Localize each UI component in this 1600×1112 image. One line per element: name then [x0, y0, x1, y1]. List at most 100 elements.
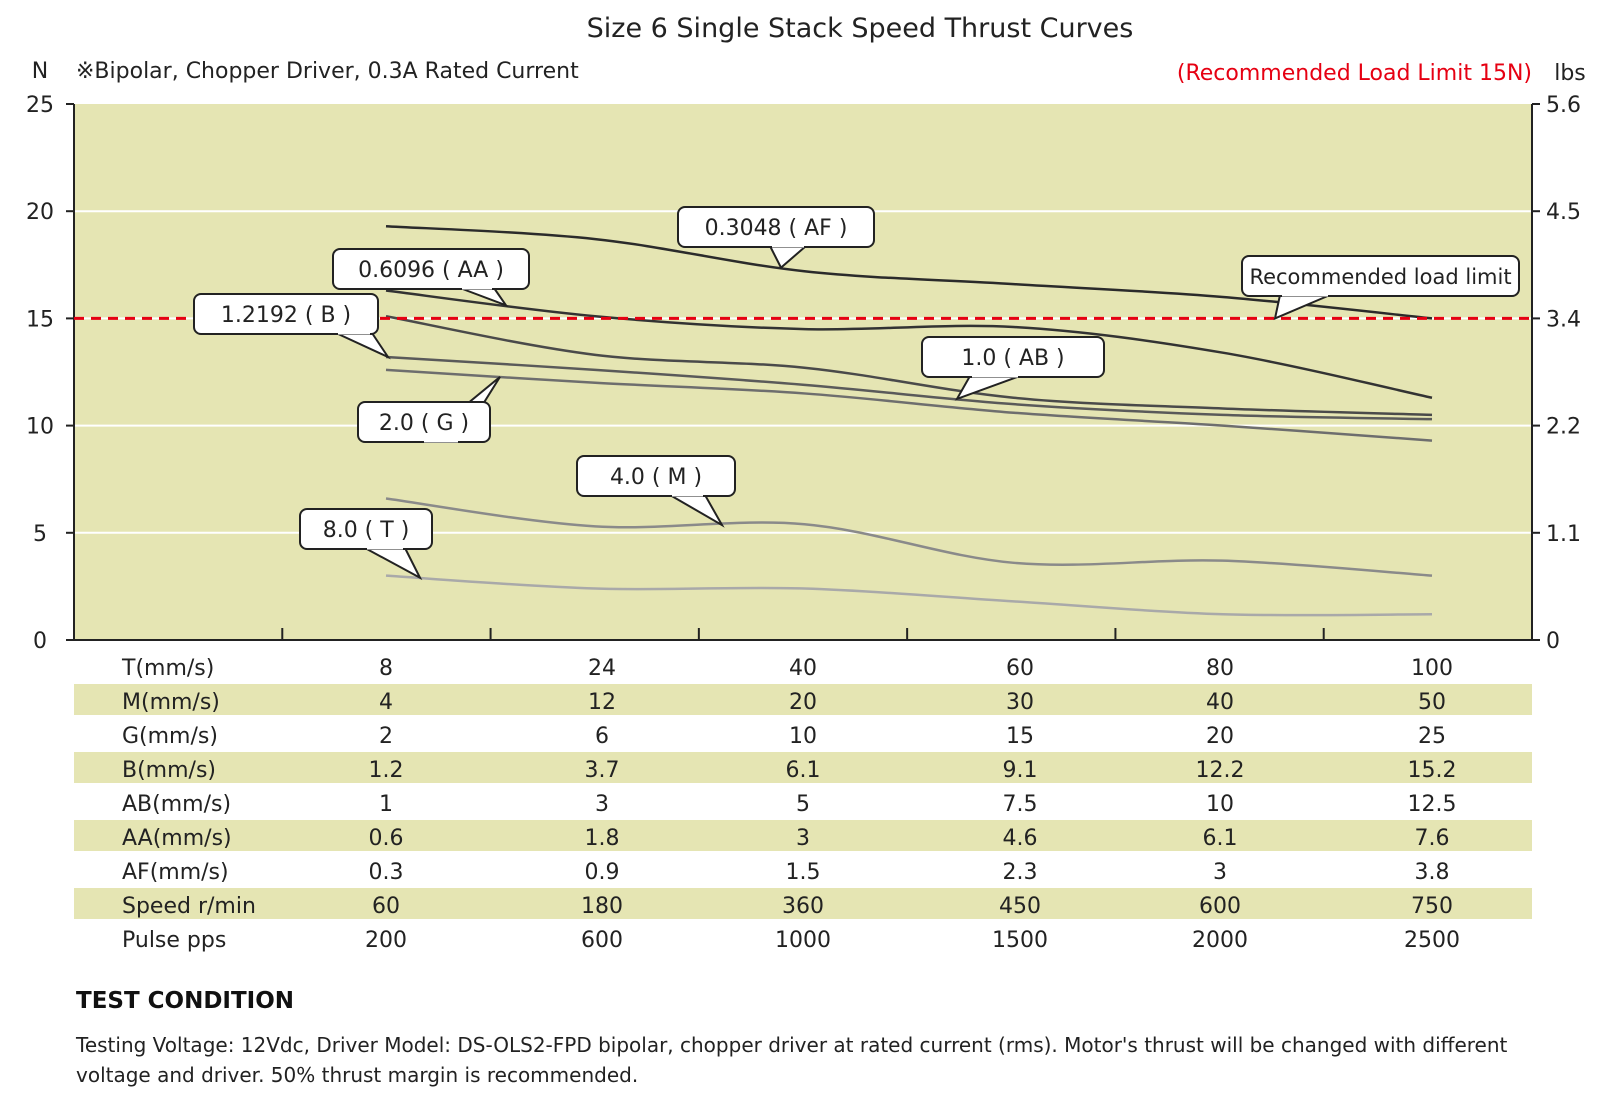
table-row-label: AB(mm/s) [122, 792, 231, 817]
table-cell: 60 [1006, 656, 1034, 681]
table-cell: 15.2 [1408, 758, 1457, 783]
series-line [385, 497, 1433, 577]
table-cell: 1.5 [786, 860, 821, 885]
table-cell: 5 [796, 792, 810, 817]
load-limit-note: (Recommended Load Limit 15N) [1177, 61, 1532, 86]
label-g-text: 2.0 ( G ) [379, 411, 469, 436]
table-cell: 80 [1206, 656, 1234, 681]
table-cell: 450 [999, 894, 1041, 919]
table-cell: 24 [588, 656, 616, 681]
y-tick-label-right: 1.1 [1546, 522, 1581, 547]
table-cell: 40 [1206, 690, 1234, 715]
table-cell: 10 [1206, 792, 1234, 817]
table-row-band [74, 752, 1532, 783]
y-tick-label-left: 5 [33, 522, 47, 547]
speed-thrust-chart: Size 6 Single Stack Speed Thrust Curves … [26, 13, 1586, 953]
table-cell: 30 [1006, 690, 1034, 715]
table-cell: 100 [1411, 656, 1453, 681]
y-tick-label-right: 0 [1546, 629, 1560, 654]
series-line [385, 224, 1433, 320]
label-ab-text: 1.0 ( AB ) [961, 346, 1064, 371]
table-cell: 12.2 [1196, 758, 1245, 783]
series-line [385, 574, 1433, 617]
table-cell: 9.1 [1003, 758, 1038, 783]
table-cell: 3 [1213, 860, 1227, 885]
table-cell: 1.8 [585, 826, 620, 851]
y-axis-left-label: N [32, 59, 48, 84]
label-t-box [299, 508, 433, 550]
chart-subtitle: ※Bipolar, Chopper Driver, 0.3A Rated Cur… [76, 59, 579, 84]
table-cell: 3 [595, 792, 609, 817]
label-m-box [576, 455, 736, 497]
test-condition-text: Testing Voltage: 12Vdc, Driver Model: DS… [76, 1033, 1508, 1087]
table-cell: 40 [789, 656, 817, 681]
table-cell: 0.3 [369, 860, 404, 885]
y-tick-label-left: 15 [26, 307, 54, 332]
table-cell: 2500 [1404, 928, 1460, 953]
label-m-text: 4.0 ( M ) [610, 465, 702, 490]
table-row-label: G(mm/s) [122, 724, 218, 749]
label-b-box [193, 293, 379, 335]
table-cell: 10 [789, 724, 817, 749]
table-cell: 1000 [775, 928, 831, 953]
table-cell: 4 [379, 690, 393, 715]
label-load-limit-text: Recommended load limit [1249, 265, 1511, 289]
table-cell: 750 [1411, 894, 1453, 919]
table-row-label: Pulse pps [122, 928, 226, 953]
chart-title: Size 6 Single Stack Speed Thrust Curves [587, 13, 1134, 44]
table-cell: 20 [1206, 724, 1234, 749]
table-cell: 0.9 [585, 860, 620, 885]
table-cell: 50 [1418, 690, 1446, 715]
y-tick-label-right: 3.4 [1546, 307, 1581, 332]
y-tick-label-left: 25 [26, 93, 54, 118]
plot-area: 0 5 10 15 20 25 0 1.1 2.2 3.4 4.5 5.6 0.3048 ( AF ) 0… [26, 93, 1581, 654]
label-af-text: 0.3048 ( AF ) [705, 216, 848, 241]
table-cell: 600 [581, 928, 623, 953]
table-row-label: T(mm/s) [121, 656, 214, 681]
table-cell: 6.1 [1203, 826, 1238, 851]
y-tick-label-left: 10 [26, 415, 54, 440]
y-axis-right-label: lbs [1554, 61, 1586, 86]
table-row-label: M(mm/s) [122, 690, 220, 715]
table-cell: 4.6 [1003, 826, 1038, 851]
table-cell: 7.5 [1003, 792, 1038, 817]
y-tick-label-right: 4.5 [1546, 200, 1581, 225]
table-cell: 6.1 [786, 758, 821, 783]
table-cell: 6 [595, 724, 609, 749]
label-b-text: 1.2192 ( B ) [221, 303, 351, 328]
table-cell: 0.6 [369, 826, 404, 851]
table-cell: 1500 [992, 928, 1048, 953]
y-tick-label-left: 20 [26, 200, 54, 225]
table-cell: 60 [372, 894, 400, 919]
table-cell: 7.6 [1415, 826, 1450, 851]
table-cell: 1 [379, 792, 393, 817]
y-tick-label-right: 2.2 [1546, 415, 1581, 440]
table-cell: 600 [1199, 894, 1241, 919]
label-aa-text: 0.6096 ( AA ) [358, 258, 504, 283]
label-t-text: 8.0 ( T ) [323, 518, 410, 543]
table-cell: 25 [1418, 724, 1446, 749]
series-line [385, 355, 1433, 421]
table-cell: 8 [379, 656, 393, 681]
plot-background [74, 104, 1532, 640]
table-cell: 3.7 [585, 758, 620, 783]
table-row-label: Speed r/min [122, 894, 256, 919]
series-line [385, 289, 1433, 399]
table-cell: 3.8 [1415, 860, 1450, 885]
table-cell: 180 [581, 894, 623, 919]
table-row-label: AF(mm/s) [122, 860, 229, 885]
label-load-limit-box [1241, 255, 1520, 297]
test-condition-title: TEST CONDITION [76, 988, 295, 1014]
table-cell: 2 [379, 724, 393, 749]
table-cell: 12 [588, 690, 616, 715]
table-cell: 360 [782, 894, 824, 919]
table-row-band [74, 888, 1532, 919]
table-row-band [74, 684, 1532, 715]
table-cell: 200 [365, 928, 407, 953]
table-cell: 20 [789, 690, 817, 715]
table-cell: 1.2 [369, 758, 404, 783]
table-cell: 2.3 [1003, 860, 1038, 885]
table-cell: 3 [796, 826, 810, 851]
y-tick-label-right: 5.6 [1546, 93, 1581, 118]
